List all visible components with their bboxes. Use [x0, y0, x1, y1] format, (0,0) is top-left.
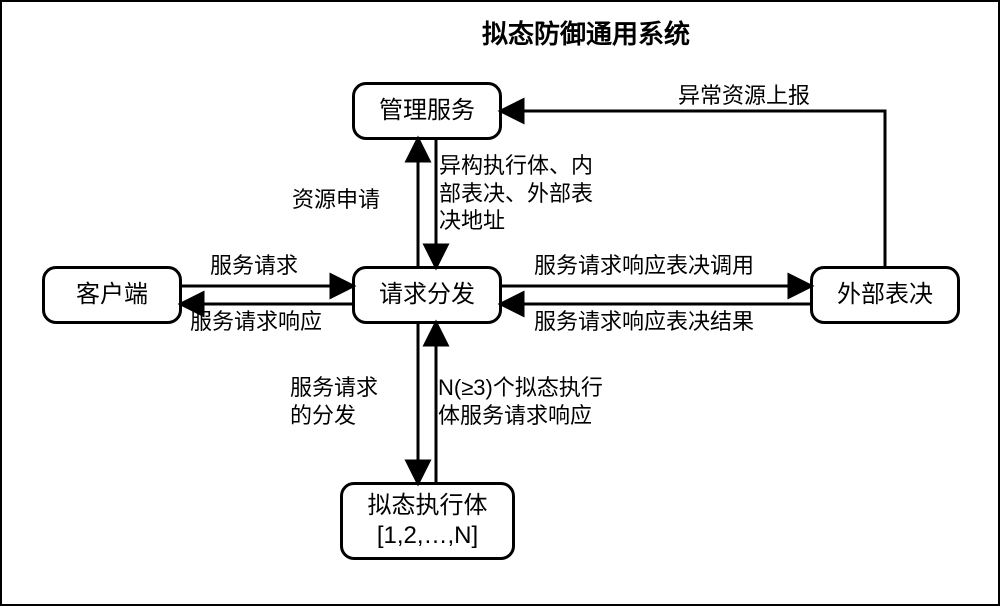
node-client: 客户端: [42, 266, 182, 324]
lbl-dispatch-ext-top: 服务请求响应表决调用: [534, 252, 754, 280]
lbl-ext-mgmt: 异常资源上报: [678, 82, 810, 110]
node-mgmt: 管理服务: [352, 82, 502, 140]
lbl-mgmt-dispatch-left: 资源申请: [292, 186, 380, 214]
node-ext: 外部表决: [810, 266, 960, 324]
lbl-client-dispatch-bot: 服务请求响应: [190, 308, 322, 336]
node-dispatch: 请求分发: [352, 266, 502, 324]
lbl-dispatch-exec-left: 服务请求 的分发: [290, 374, 378, 429]
node-exec: 拟态执行体 [1,2,…,N]: [340, 482, 515, 560]
lbl-mgmt-dispatch-right: 异构执行体、内 部表决、外部表 决地址: [439, 152, 593, 235]
lbl-dispatch-ext-bot: 服务请求响应表决结果: [534, 308, 754, 336]
diagram-canvas: 拟态防御通用系统 客户端 管理服务 请求分发 拟态执行体 [1,2,…,N] 外…: [0, 0, 1000, 606]
diagram-title: 拟态防御通用系统: [482, 14, 690, 51]
lbl-dispatch-exec-right: N(≥3)个拟态执行 体服务请求响应: [438, 374, 603, 429]
lbl-client-dispatch-top: 服务请求: [210, 252, 298, 280]
